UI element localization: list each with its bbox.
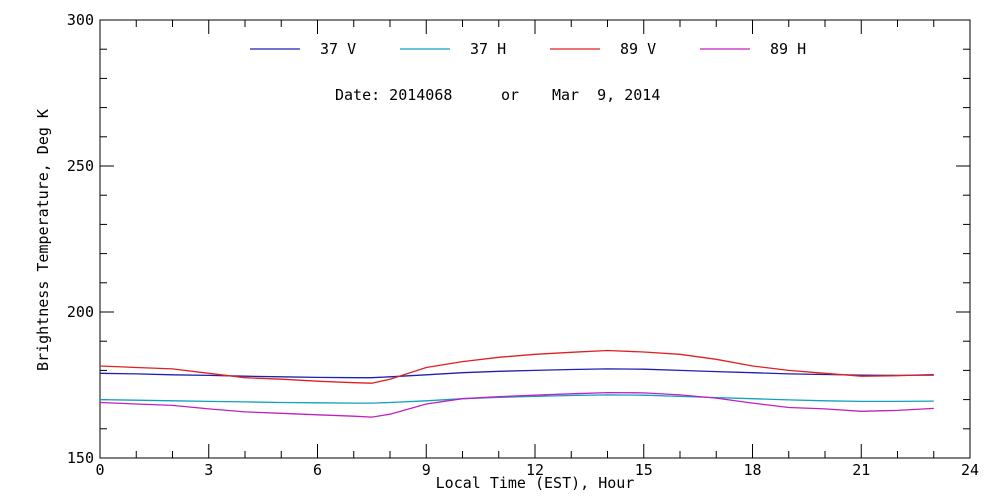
axes: 150 200 250 300 0 3 6 9 12 15 18 21 24 [67, 11, 979, 479]
y-tick-label: 150 [67, 449, 94, 467]
y-tick-label: 300 [67, 11, 94, 29]
series-line-89-h [99, 391, 934, 418]
x-tick-label: 0 [95, 461, 104, 479]
date-annotation-connector: or [501, 86, 519, 104]
date-annotation-label: Date: 2014068 [335, 86, 452, 104]
legend-label: 89 V [620, 40, 656, 58]
y-tick-label: 250 [67, 157, 94, 175]
legend-label: 37 H [470, 40, 506, 58]
x-tick-label: 21 [852, 461, 870, 479]
legend-label: 89 H [770, 40, 806, 58]
legend-label: 37 V [320, 40, 356, 58]
x-tick-label: 9 [422, 461, 431, 479]
series-line-89-v [99, 349, 934, 384]
y-axis-title: Brightness Temperature, Deg K [34, 109, 52, 371]
series-line-37-v [99, 368, 934, 379]
x-tick-label: 15 [635, 461, 653, 479]
x-tick-label: 18 [743, 461, 761, 479]
x-tick-label: 12 [526, 461, 544, 479]
series-lines [99, 349, 934, 418]
date-annotation-text: Mar 9, 2014 [552, 86, 660, 104]
y-tick-label: 200 [67, 303, 94, 321]
x-tick-label: 24 [961, 461, 979, 479]
legend: 37 V 37 H 89 V 89 H [250, 40, 806, 58]
x-tick-label: 6 [313, 461, 322, 479]
x-axis-title: Local Time (EST), Hour [436, 474, 635, 492]
x-tick-label: 3 [204, 461, 213, 479]
